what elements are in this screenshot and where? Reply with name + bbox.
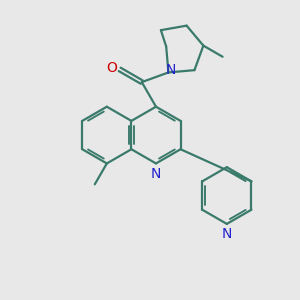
Text: O: O	[106, 61, 117, 75]
Text: N: N	[166, 63, 176, 77]
Text: N: N	[151, 167, 161, 181]
Text: N: N	[222, 227, 232, 242]
